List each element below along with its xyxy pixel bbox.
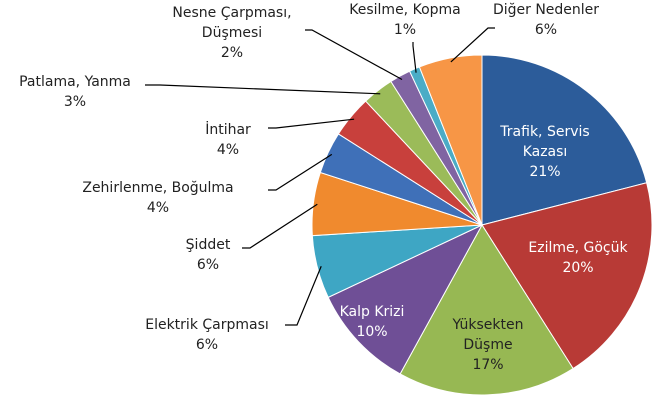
value-label: 10% [356,324,388,340]
pie-slice [481,182,653,370]
value-label: 21% [529,164,561,180]
slice-label: Ezilme, Göçük 20% [528,238,627,278]
slice-label: Kesilme, Kopma 1% [349,0,460,40]
value-label: 1% [393,22,417,38]
category-label: Trafik, Servis Kazası [500,124,590,160]
slice-label: Kalp Krizi 10% [340,302,405,342]
slice-label: Şiddet 6% [186,235,231,275]
category-label: Patlama, Yanma [19,74,131,90]
leader-line [285,266,322,326]
pie-slice [327,223,484,375]
value-label: 3% [63,94,87,110]
leader-line [242,203,318,249]
value-label: 6% [195,337,219,353]
slice-label: Zehirlenme, Boğulma 4% [82,178,233,218]
leader-line [450,27,495,63]
category-label: Diğer Nedenler [492,2,600,18]
leader-line [268,153,333,191]
category-label: Kalp Krizi [339,304,405,320]
value-label: 6% [534,22,558,38]
pie-slice [399,224,574,396]
leader-line [268,118,355,129]
leader-line [412,42,417,73]
slice-label: Trafik, Servis Kazası 21% [489,122,601,182]
slice-label: Diğer Nedenler 6% [493,0,599,40]
leader-line [145,84,381,95]
slice-label: İntihar 4% [205,120,251,160]
value-label: 6% [196,257,220,273]
category-label: İntihar [205,122,251,138]
category-label: Elektrik Çarpması [145,317,269,333]
category-label: Şiddet [185,237,231,253]
slice-label: Patlama, Yanma 3% [19,72,131,112]
value-label: 4% [216,142,240,158]
pie-slice [418,54,483,226]
category-label: Kesilme, Kopma [349,2,461,18]
value-label: 20% [562,260,594,276]
slice-label: Nesne Çarpması, Düşmesi 2% [166,3,298,63]
category-label: Nesne Çarpması, Düşmesi [172,5,292,41]
pie-slice [481,54,648,226]
category-label: Zehirlenme, Boğulma [82,180,234,196]
value-label: 17% [472,357,504,373]
category-label: Yüksekten Düşme [452,317,524,353]
slice-label: Yüksekten Düşme 17% [446,315,530,375]
value-label: 2% [220,45,244,61]
category-label: Ezilme, Göçük [528,240,628,256]
slice-label: Elektrik Çarpması 6% [145,315,269,355]
value-label: 4% [146,200,170,216]
leader-line [305,29,403,81]
